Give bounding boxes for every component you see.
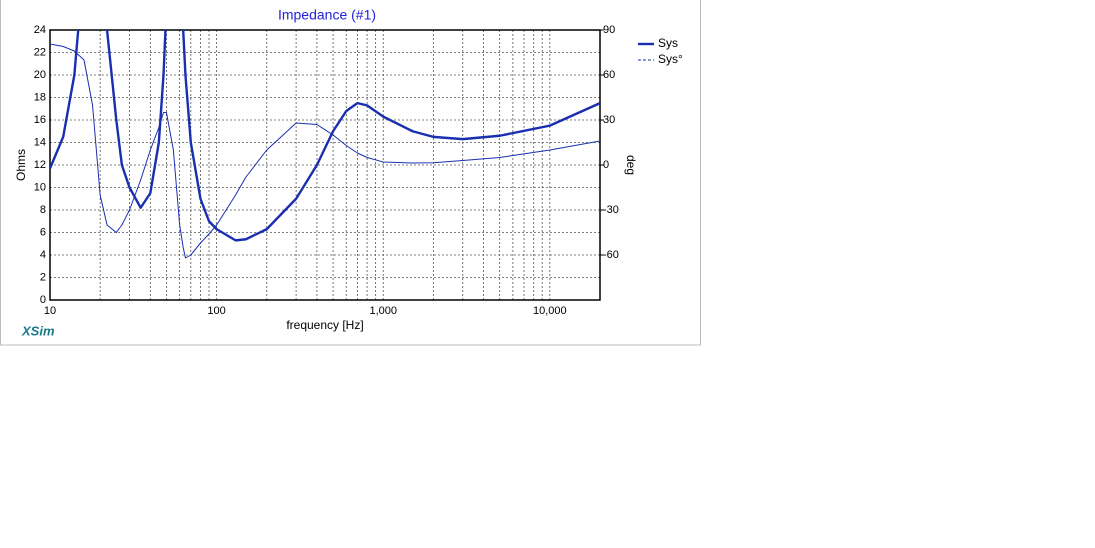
x-axis-label: frequency [Hz] xyxy=(286,318,363,332)
y-tick-label: 6 xyxy=(40,226,46,238)
y2-tick-label: 60 xyxy=(603,69,615,81)
y-axis-label: Ohms xyxy=(14,149,28,181)
chart-frame xyxy=(0,0,701,346)
y-tick-label: 18 xyxy=(34,91,46,103)
y2-tick-label: 30 xyxy=(603,114,615,126)
x-tick-label: 100 xyxy=(207,305,225,317)
y-tick-label: 20 xyxy=(34,69,46,81)
watermark: XSim xyxy=(21,323,55,338)
x-tick-label: 1,000 xyxy=(369,305,397,317)
y-tick-label: 22 xyxy=(34,46,46,58)
plot-area xyxy=(50,30,600,259)
y-tick-label: 12 xyxy=(34,159,46,171)
legend-label: Sys xyxy=(658,36,678,50)
y-tick-label: 2 xyxy=(40,271,46,283)
y2-axis-label: deg xyxy=(624,155,638,175)
series-line xyxy=(50,43,600,259)
x-tick-label: 10 xyxy=(44,305,56,317)
legend-label: Sys° xyxy=(658,52,683,66)
y-tick-label: 24 xyxy=(34,24,46,36)
y-tick-label: 10 xyxy=(34,181,46,193)
series-line xyxy=(50,30,600,242)
y-tick-label: 4 xyxy=(40,249,46,261)
y2-tick-label: 90 xyxy=(603,24,615,36)
y2-tick-label: -60 xyxy=(603,249,619,261)
y2-tick-label: -30 xyxy=(603,204,619,216)
x-tick-label: 10,000 xyxy=(533,305,567,317)
y2-tick-label: 0 xyxy=(603,159,609,171)
y-tick-label: 0 xyxy=(40,294,46,306)
y-tick-label: 14 xyxy=(34,136,46,148)
y-tick-label: 16 xyxy=(34,114,46,126)
y-tick-label: 8 xyxy=(40,204,46,216)
chart-title: Impedance (#1) xyxy=(278,7,376,23)
plot-border xyxy=(49,29,601,301)
